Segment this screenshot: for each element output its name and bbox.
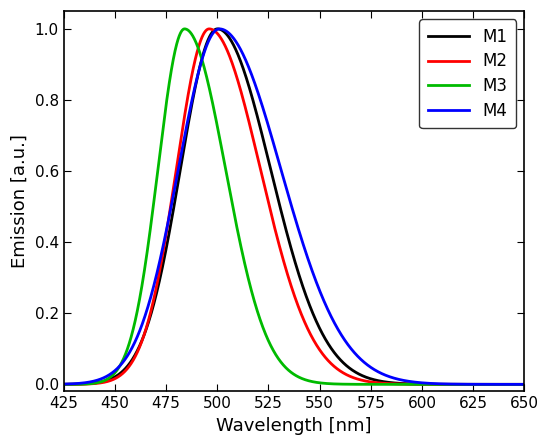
M4 bbox=[508, 382, 514, 387]
M3 bbox=[272, 352, 279, 357]
M1 bbox=[521, 382, 527, 387]
Line: M1: M1 bbox=[64, 29, 524, 384]
M3 bbox=[181, 26, 188, 32]
M4 bbox=[216, 26, 223, 32]
M1 bbox=[272, 187, 279, 193]
Line: M4: M4 bbox=[64, 29, 524, 384]
M4 bbox=[508, 382, 515, 387]
M2 bbox=[285, 273, 292, 279]
Y-axis label: Emission [a.u.]: Emission [a.u.] bbox=[11, 134, 29, 268]
M4 bbox=[272, 149, 279, 154]
M1 bbox=[60, 382, 67, 387]
Line: M3: M3 bbox=[64, 29, 524, 384]
M2 bbox=[60, 382, 67, 387]
M3 bbox=[508, 382, 515, 387]
M1 bbox=[508, 382, 514, 387]
M2 bbox=[521, 382, 527, 387]
M3 bbox=[521, 382, 527, 387]
M4 bbox=[84, 380, 91, 385]
Line: M2: M2 bbox=[64, 29, 524, 384]
M1 bbox=[214, 26, 221, 32]
M2 bbox=[508, 382, 514, 387]
M2 bbox=[206, 26, 212, 32]
X-axis label: Wavelength [nm]: Wavelength [nm] bbox=[216, 417, 372, 435]
M3 bbox=[508, 382, 514, 387]
M3 bbox=[424, 382, 430, 387]
M4 bbox=[424, 380, 430, 386]
M3 bbox=[60, 382, 67, 387]
M3 bbox=[84, 381, 91, 387]
M2 bbox=[508, 382, 515, 387]
M4 bbox=[521, 382, 527, 387]
M3 bbox=[285, 367, 292, 372]
M1 bbox=[285, 235, 292, 240]
Legend: M1, M2, M3, M4: M1, M2, M3, M4 bbox=[420, 20, 516, 128]
M2 bbox=[424, 382, 430, 387]
M1 bbox=[424, 381, 430, 387]
M2 bbox=[272, 229, 279, 235]
M2 bbox=[84, 381, 91, 387]
M4 bbox=[285, 191, 292, 197]
M4 bbox=[60, 381, 67, 387]
M1 bbox=[84, 381, 91, 386]
M1 bbox=[508, 382, 515, 387]
